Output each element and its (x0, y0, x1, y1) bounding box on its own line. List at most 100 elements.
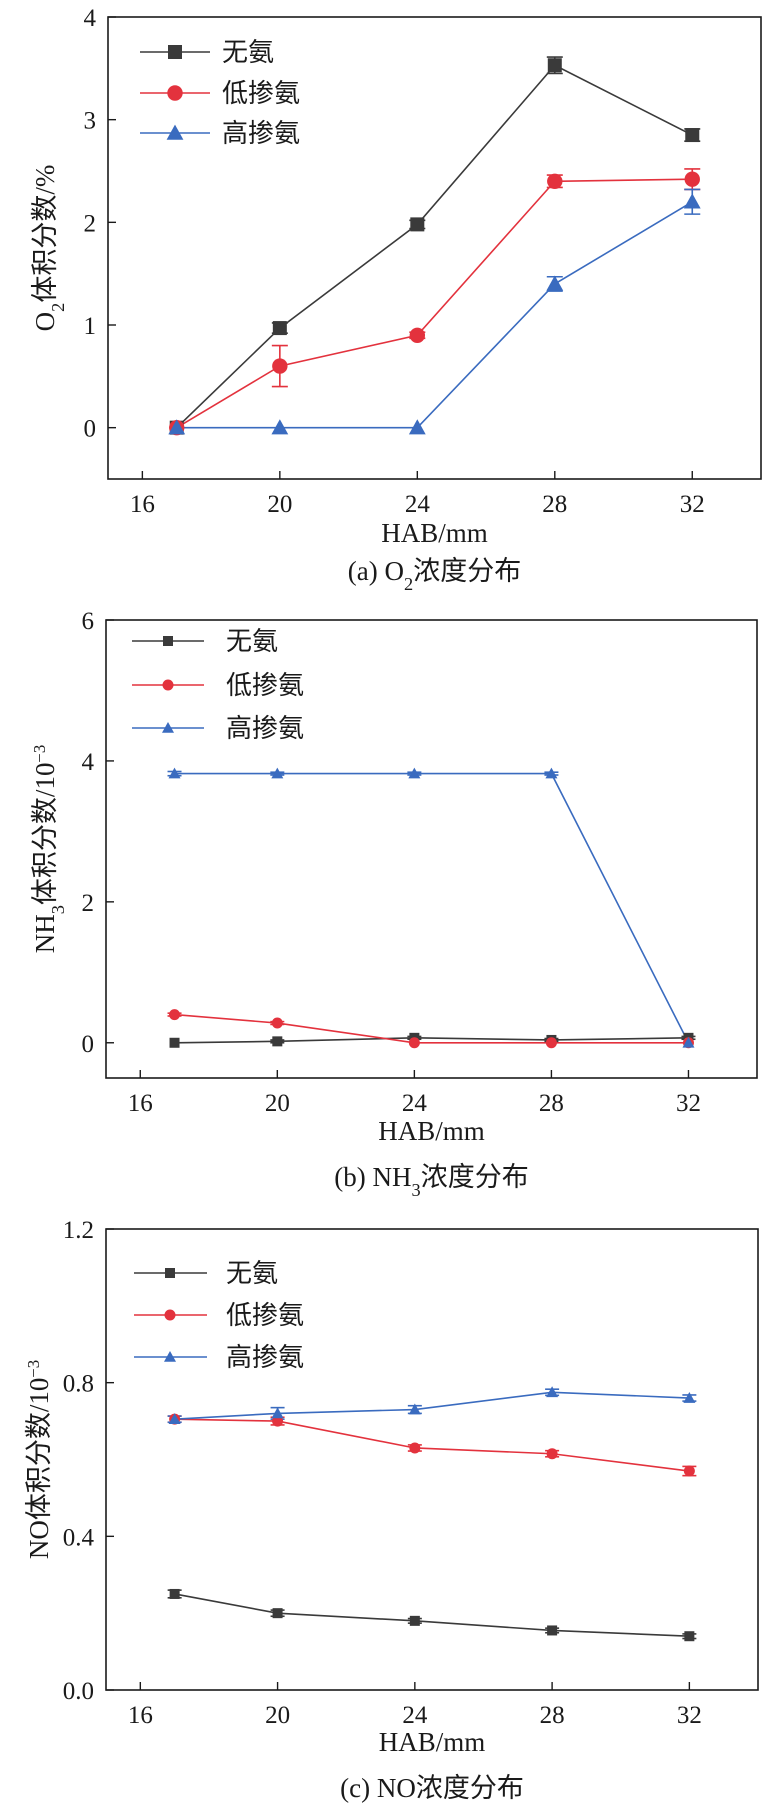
chart-panel-b: 16 20 24 28 320246无氨低掺氨高掺氨HAB/mmNH3体积分数/10−3… (30, 608, 758, 1200)
x-axis-label: HAB/mm (378, 1116, 485, 1146)
series-line (174, 772, 690, 1044)
data-point (683, 1465, 695, 1477)
legend-item: 低掺氨 (132, 671, 304, 700)
legend-label: 低掺氨 (226, 1301, 304, 1330)
legend-label: 无氨 (222, 38, 274, 67)
data-point (272, 1036, 283, 1047)
data-point (545, 1037, 557, 1049)
data-point (409, 1442, 421, 1454)
data-point (546, 275, 564, 291)
data-point (271, 1407, 284, 1419)
legend-marker (165, 1268, 175, 1278)
y-tick-label: 4 (84, 5, 97, 32)
y-axis-label-part: 2 (48, 303, 68, 312)
x-tick-label: 32 (676, 1090, 701, 1117)
y-axis-label-part: −3 (30, 745, 49, 763)
data-point (683, 193, 701, 209)
y-tick-label: 1 (84, 313, 97, 340)
legend-label: 高掺氨 (226, 714, 304, 743)
data-point (169, 1009, 181, 1021)
y-axis-label: O2体积分数/% (30, 165, 68, 332)
legend-item: 无氨 (140, 38, 274, 67)
x-tick-label: 24 (402, 1090, 428, 1117)
legend-item: 高掺氨 (140, 119, 300, 148)
legend-item: 无氨 (132, 627, 278, 656)
axes-frame (105, 1228, 759, 1691)
legend-marker (163, 636, 173, 646)
legend-label: 高掺氨 (222, 119, 300, 148)
data-point (169, 1588, 180, 1599)
legend-item: 低掺氨 (140, 79, 300, 108)
y-axis-label-part: 3 (48, 905, 68, 914)
chart-caption-part: 3 (412, 1180, 421, 1200)
y-axis-label: NH3体积分数/10−3 (30, 745, 69, 954)
data-point (272, 1608, 283, 1619)
data-point (272, 1415, 284, 1427)
x-tick-label: 28 (542, 491, 567, 518)
series-line (174, 1593, 690, 1638)
x-tick-label: 28 (540, 1702, 565, 1729)
chart-caption: (b) NH3浓度分布 (334, 1162, 528, 1200)
series-line (174, 1391, 690, 1420)
x-tick-label: 16 (130, 491, 155, 518)
legend-label: 无氨 (226, 627, 278, 656)
x-tick-label: 32 (680, 491, 705, 518)
data-point (271, 419, 289, 435)
chart-caption: (c) NO浓度分布 (340, 1773, 524, 1803)
data-point (408, 1403, 421, 1415)
data-point (408, 1037, 420, 1049)
data-point (546, 1448, 558, 1460)
legend-item: 无氨 (134, 1259, 278, 1288)
y-tick-label: 0.0 (63, 1678, 94, 1705)
x-axis-label: HAB/mm (381, 518, 488, 548)
y-tick-label: 2 (82, 890, 95, 917)
axes-frame (107, 16, 762, 480)
chart-panel-a: 16 20 24 28 3201234无氨低掺氨高掺氨HAB/mmO2体积分数/%(a)… (30, 5, 762, 594)
data-point (684, 1631, 695, 1642)
series-line (174, 1418, 690, 1472)
data-point (682, 1036, 695, 1048)
y-axis-label-part: NH (30, 914, 60, 953)
data-point (272, 358, 288, 374)
y-tick-label: 3 (84, 108, 97, 135)
axes-frame (105, 619, 758, 1079)
data-point (683, 1392, 696, 1403)
data-point (168, 1413, 181, 1424)
legend-label: 无氨 (226, 1259, 278, 1288)
legend-label: 低掺氨 (222, 79, 300, 108)
y-axis-label-part: 体积分数/% (30, 165, 60, 303)
legend-marker (166, 124, 184, 140)
legend-item: 高掺氨 (132, 714, 304, 743)
y-axis-label-part: 体积分数/10 (30, 763, 60, 906)
data-point (168, 767, 181, 779)
data-point (408, 419, 426, 435)
chart-caption-part: 2 (404, 574, 413, 594)
y-tick-label: 4 (82, 749, 95, 776)
y-axis-label-part: −3 (24, 1360, 43, 1378)
data-point (271, 767, 284, 779)
legend-item: 低掺氨 (134, 1301, 304, 1330)
chart-caption-part: (a) O (348, 556, 404, 586)
data-point (168, 419, 186, 435)
x-tick-label: 24 (402, 1702, 428, 1729)
data-point (547, 1625, 558, 1636)
legend-label: 低掺氨 (226, 671, 304, 700)
legend-marker (168, 45, 182, 59)
x-tick-label: 28 (539, 1090, 564, 1117)
chart-caption-part: 浓度分布 (421, 1162, 529, 1192)
chart-caption-part: (c) NO浓度分布 (340, 1773, 524, 1803)
legend-label: 高掺氨 (226, 1343, 304, 1372)
y-tick-label: 0 (82, 1031, 95, 1058)
x-tick-label: 20 (267, 491, 292, 518)
y-axis-label: NO体积分数/10−3 (24, 1360, 55, 1559)
y-tick-label: 2 (84, 210, 97, 237)
chart-caption-part: 浓度分布 (413, 556, 521, 586)
data-point (685, 128, 700, 143)
legend-marker (167, 85, 183, 101)
legend-marker (164, 1309, 176, 1321)
